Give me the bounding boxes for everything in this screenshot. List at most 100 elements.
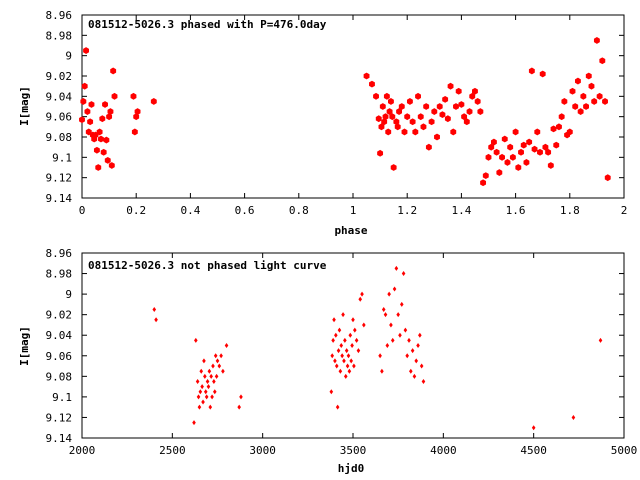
phased-data-point [415, 92, 421, 100]
phased-data-points [79, 37, 611, 187]
unphased-data-point [336, 348, 341, 354]
unphased-data-point [403, 327, 408, 333]
phased-data-point [547, 162, 554, 169]
phased-data-point [431, 108, 438, 115]
phased-data-point [488, 143, 495, 151]
unphased-x-tick-label: 4500 [520, 444, 547, 457]
phased-y-tick-label: 9.14 [46, 192, 73, 205]
unphased-data-point [381, 307, 386, 313]
unphased-data-point [152, 307, 157, 313]
unphased-data-point [210, 394, 214, 400]
unphased-data-point [215, 358, 220, 364]
unphased-data-point [224, 343, 229, 348]
unphased-data-point [212, 389, 217, 395]
unphased-data-point [414, 358, 419, 364]
phased-y-tick-label: 8.98 [46, 29, 73, 42]
phased-x-tick-label: 1.8 [560, 204, 580, 217]
phased-x-tick-label: 2 [621, 204, 628, 217]
phased-data-point [83, 47, 90, 54]
phased-data-point [383, 92, 390, 100]
phased-data-point [378, 123, 385, 131]
phased-data-point [442, 95, 449, 103]
unphased-x-tick-label: 2000 [69, 444, 96, 457]
unphased-data-point [198, 389, 203, 395]
unphased-data-point [206, 384, 211, 390]
phased-data-point [501, 135, 508, 143]
phased-data-point [439, 111, 446, 119]
unphased-data-point [221, 368, 225, 374]
unphased-data-point [398, 332, 402, 338]
unphased-data-point [219, 353, 223, 359]
phased-plot-title: 081512-5026.3 phased with P=476.0day [88, 18, 327, 31]
unphased-y-tick-label: 9.14 [46, 432, 73, 445]
phased-data-point [389, 113, 396, 121]
unphased-data-point [342, 358, 346, 364]
unphased-data-point [409, 368, 413, 374]
phased-data-point [393, 118, 400, 126]
phased-data-point [574, 77, 581, 85]
phased-data-point [406, 98, 413, 105]
unphased-data-point [207, 368, 212, 374]
phased-data-point [593, 37, 600, 44]
unphased-data-point [531, 425, 536, 431]
phased-data-point [401, 128, 408, 136]
phased-y-tick-label: 9.06 [46, 111, 73, 124]
phased-data-point [542, 143, 549, 151]
unphased-data-point [394, 265, 399, 271]
unphased-data-point [401, 271, 406, 277]
unphased-data-point [205, 378, 210, 384]
unphased-data-point [334, 332, 338, 338]
phased-y-tick-label: 9.08 [46, 131, 73, 144]
phased-data-point [599, 57, 606, 65]
phased-data-point [100, 148, 107, 156]
phased-data-point [96, 128, 103, 136]
phased-data-point [583, 103, 589, 110]
unphased-x-tick-label: 5000 [611, 444, 638, 457]
phased-data-point [520, 141, 527, 149]
phased-data-point [108, 162, 115, 169]
unphased-y-tick-label: 9.08 [46, 370, 73, 383]
phased-data-point [515, 164, 522, 171]
unphased-x-tick-label: 3500 [340, 444, 367, 457]
phased-data-point [450, 128, 457, 136]
unphased-x-tick-label: 4000 [430, 444, 457, 457]
phased-data-point [556, 123, 562, 131]
phased-data-point [369, 80, 375, 88]
phased-data-point [447, 82, 454, 90]
unphased-data-point [332, 317, 336, 323]
unphased-y-tick-label: 9.06 [46, 350, 73, 363]
unphased-data-point [362, 322, 366, 328]
unphased-data-point [343, 337, 347, 343]
phased-data-point [545, 148, 552, 156]
unphased-data-point [389, 322, 393, 328]
unphased-plot-title: 081512-5026.3 not phased light curve [88, 259, 327, 272]
unphased-data-point [419, 363, 424, 369]
phased-data-point [444, 115, 451, 123]
phased-data-point [134, 108, 141, 115]
phased-data-point [537, 148, 543, 156]
phased-data-point [577, 108, 584, 115]
phased-data-point [523, 159, 530, 166]
phased-data-point [585, 72, 592, 80]
phased-data-point [550, 125, 557, 133]
phased-data-point [580, 92, 587, 100]
unphased-y-tick-label: 9.04 [46, 329, 73, 342]
phased-data-point [363, 72, 370, 80]
phased-data-point [385, 128, 392, 136]
unphased-data-point [598, 337, 603, 343]
unphased-data-point [349, 358, 353, 364]
unphased-x-tick-label: 3000 [249, 444, 276, 457]
unphased-data-point [348, 332, 353, 338]
unphased-light-curve-panel: 081512-5026.3 not phased light curve hjd… [18, 247, 637, 475]
unphased-data-point [396, 312, 400, 318]
unphased-data-point [345, 363, 350, 369]
phased-data-point [396, 108, 403, 115]
unphased-data-point [337, 327, 342, 333]
phased-data-point [409, 118, 416, 126]
phased-data-point [453, 103, 459, 110]
phased-data-point [88, 101, 95, 108]
phased-data-point [458, 101, 465, 108]
unphased-data-point [197, 404, 202, 410]
phased-data-point [104, 156, 111, 164]
